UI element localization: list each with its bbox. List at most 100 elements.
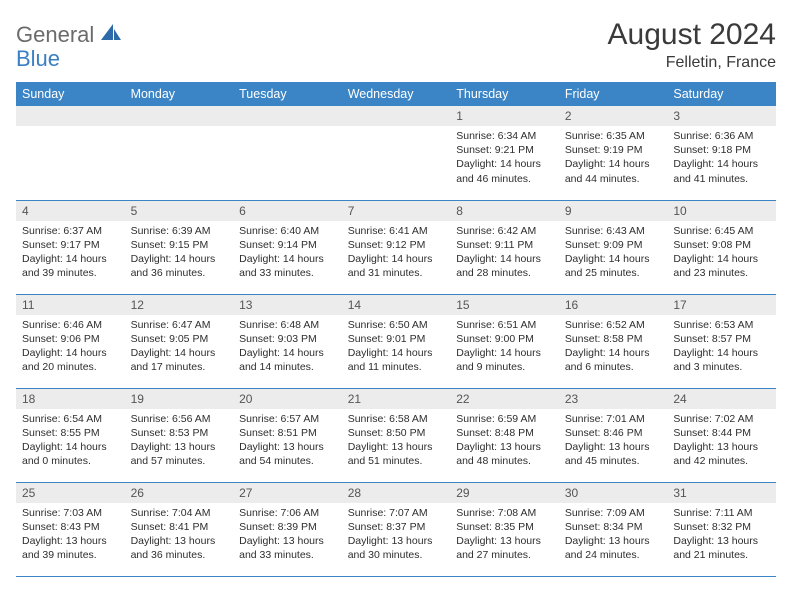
calendar-cell: 18Sunrise: 6:54 AMSunset: 8:55 PMDayligh…	[16, 388, 125, 482]
calendar-cell	[233, 106, 342, 200]
weekday-header: Thursday	[450, 82, 559, 106]
day-number: 15	[450, 295, 559, 315]
day-number: 7	[342, 201, 451, 221]
calendar-row: 25Sunrise: 7:03 AMSunset: 8:43 PMDayligh…	[16, 482, 776, 576]
logo-text-blue: Blue	[16, 46, 60, 71]
day-number: 29	[450, 483, 559, 503]
calendar-cell: 19Sunrise: 6:56 AMSunset: 8:53 PMDayligh…	[125, 388, 234, 482]
day-details: Sunrise: 7:11 AMSunset: 8:32 PMDaylight:…	[667, 503, 776, 567]
day-details: Sunrise: 7:02 AMSunset: 8:44 PMDaylight:…	[667, 409, 776, 473]
calendar-row: 4Sunrise: 6:37 AMSunset: 9:17 PMDaylight…	[16, 200, 776, 294]
day-details: Sunrise: 6:50 AMSunset: 9:01 PMDaylight:…	[342, 315, 451, 379]
calendar-cell: 4Sunrise: 6:37 AMSunset: 9:17 PMDaylight…	[16, 200, 125, 294]
day-number: 31	[667, 483, 776, 503]
day-details: Sunrise: 6:53 AMSunset: 8:57 PMDaylight:…	[667, 315, 776, 379]
calendar-cell: 17Sunrise: 6:53 AMSunset: 8:57 PMDayligh…	[667, 294, 776, 388]
calendar-cell: 10Sunrise: 6:45 AMSunset: 9:08 PMDayligh…	[667, 200, 776, 294]
logo: General Blue	[16, 18, 121, 71]
calendar-cell: 22Sunrise: 6:59 AMSunset: 8:48 PMDayligh…	[450, 388, 559, 482]
calendar-cell: 26Sunrise: 7:04 AMSunset: 8:41 PMDayligh…	[125, 482, 234, 576]
day-details: Sunrise: 7:09 AMSunset: 8:34 PMDaylight:…	[559, 503, 668, 567]
day-number: 19	[125, 389, 234, 409]
day-number: 11	[16, 295, 125, 315]
day-details: Sunrise: 6:41 AMSunset: 9:12 PMDaylight:…	[342, 221, 451, 285]
calendar-cell: 29Sunrise: 7:08 AMSunset: 8:35 PMDayligh…	[450, 482, 559, 576]
calendar-cell: 24Sunrise: 7:02 AMSunset: 8:44 PMDayligh…	[667, 388, 776, 482]
day-details: Sunrise: 6:37 AMSunset: 9:17 PMDaylight:…	[16, 221, 125, 285]
day-number: 9	[559, 201, 668, 221]
calendar-cell: 20Sunrise: 6:57 AMSunset: 8:51 PMDayligh…	[233, 388, 342, 482]
calendar-cell: 25Sunrise: 7:03 AMSunset: 8:43 PMDayligh…	[16, 482, 125, 576]
weekday-header-row: Sunday Monday Tuesday Wednesday Thursday…	[16, 82, 776, 106]
logo-text-general: General	[16, 22, 94, 47]
day-details: Sunrise: 6:48 AMSunset: 9:03 PMDaylight:…	[233, 315, 342, 379]
day-number: 27	[233, 483, 342, 503]
weekday-header: Tuesday	[233, 82, 342, 106]
calendar-cell: 16Sunrise: 6:52 AMSunset: 8:58 PMDayligh…	[559, 294, 668, 388]
day-number: 1	[450, 106, 559, 126]
day-number: 21	[342, 389, 451, 409]
calendar-cell: 5Sunrise: 6:39 AMSunset: 9:15 PMDaylight…	[125, 200, 234, 294]
day-number: 10	[667, 201, 776, 221]
calendar-cell: 13Sunrise: 6:48 AMSunset: 9:03 PMDayligh…	[233, 294, 342, 388]
calendar-cell: 12Sunrise: 6:47 AMSunset: 9:05 PMDayligh…	[125, 294, 234, 388]
day-number: 28	[342, 483, 451, 503]
calendar-cell: 6Sunrise: 6:40 AMSunset: 9:14 PMDaylight…	[233, 200, 342, 294]
day-number: 3	[667, 106, 776, 126]
day-number: 30	[559, 483, 668, 503]
day-number: 22	[450, 389, 559, 409]
day-details: Sunrise: 6:42 AMSunset: 9:11 PMDaylight:…	[450, 221, 559, 285]
weekday-header: Friday	[559, 82, 668, 106]
day-details: Sunrise: 6:45 AMSunset: 9:08 PMDaylight:…	[667, 221, 776, 285]
day-details: Sunrise: 6:47 AMSunset: 9:05 PMDaylight:…	[125, 315, 234, 379]
calendar-cell: 3Sunrise: 6:36 AMSunset: 9:18 PMDaylight…	[667, 106, 776, 200]
day-details: Sunrise: 6:51 AMSunset: 9:00 PMDaylight:…	[450, 315, 559, 379]
day-details: Sunrise: 6:46 AMSunset: 9:06 PMDaylight:…	[16, 315, 125, 379]
calendar-cell: 2Sunrise: 6:35 AMSunset: 9:19 PMDaylight…	[559, 106, 668, 200]
day-details: Sunrise: 6:34 AMSunset: 9:21 PMDaylight:…	[450, 126, 559, 190]
calendar-cell: 28Sunrise: 7:07 AMSunset: 8:37 PMDayligh…	[342, 482, 451, 576]
day-details: Sunrise: 6:40 AMSunset: 9:14 PMDaylight:…	[233, 221, 342, 285]
day-number: 4	[16, 201, 125, 221]
day-details: Sunrise: 6:59 AMSunset: 8:48 PMDaylight:…	[450, 409, 559, 473]
header: General Blue August 2024 Felletin, Franc…	[16, 18, 776, 72]
calendar-cell: 31Sunrise: 7:11 AMSunset: 8:32 PMDayligh…	[667, 482, 776, 576]
day-number: 2	[559, 106, 668, 126]
day-details: Sunrise: 6:52 AMSunset: 8:58 PMDaylight:…	[559, 315, 668, 379]
day-details: Sunrise: 7:07 AMSunset: 8:37 PMDaylight:…	[342, 503, 451, 567]
calendar-cell	[342, 106, 451, 200]
calendar-cell: 1Sunrise: 6:34 AMSunset: 9:21 PMDaylight…	[450, 106, 559, 200]
calendar-cell: 9Sunrise: 6:43 AMSunset: 9:09 PMDaylight…	[559, 200, 668, 294]
calendar-cell	[125, 106, 234, 200]
day-number: 24	[667, 389, 776, 409]
calendar-cell: 7Sunrise: 6:41 AMSunset: 9:12 PMDaylight…	[342, 200, 451, 294]
calendar-cell: 14Sunrise: 6:50 AMSunset: 9:01 PMDayligh…	[342, 294, 451, 388]
day-details: Sunrise: 6:35 AMSunset: 9:19 PMDaylight:…	[559, 126, 668, 190]
day-details: Sunrise: 6:43 AMSunset: 9:09 PMDaylight:…	[559, 221, 668, 285]
page-subtitle: Felletin, France	[608, 54, 776, 72]
day-details: Sunrise: 7:01 AMSunset: 8:46 PMDaylight:…	[559, 409, 668, 473]
weekday-header: Monday	[125, 82, 234, 106]
day-details: Sunrise: 6:58 AMSunset: 8:50 PMDaylight:…	[342, 409, 451, 473]
day-number: 20	[233, 389, 342, 409]
day-number: 25	[16, 483, 125, 503]
calendar-row: 1Sunrise: 6:34 AMSunset: 9:21 PMDaylight…	[16, 106, 776, 200]
calendar-cell: 21Sunrise: 6:58 AMSunset: 8:50 PMDayligh…	[342, 388, 451, 482]
weekday-header: Saturday	[667, 82, 776, 106]
day-details: Sunrise: 7:04 AMSunset: 8:41 PMDaylight:…	[125, 503, 234, 567]
day-number: 6	[233, 201, 342, 221]
weekday-header: Sunday	[16, 82, 125, 106]
day-details: Sunrise: 6:56 AMSunset: 8:53 PMDaylight:…	[125, 409, 234, 473]
day-details: Sunrise: 7:03 AMSunset: 8:43 PMDaylight:…	[16, 503, 125, 567]
calendar-cell: 15Sunrise: 6:51 AMSunset: 9:00 PMDayligh…	[450, 294, 559, 388]
day-number: 17	[667, 295, 776, 315]
page-title: August 2024	[608, 18, 776, 52]
calendar-row: 18Sunrise: 6:54 AMSunset: 8:55 PMDayligh…	[16, 388, 776, 482]
day-details: Sunrise: 6:39 AMSunset: 9:15 PMDaylight:…	[125, 221, 234, 285]
day-number: 8	[450, 201, 559, 221]
day-details: Sunrise: 6:54 AMSunset: 8:55 PMDaylight:…	[16, 409, 125, 473]
day-details: Sunrise: 7:06 AMSunset: 8:39 PMDaylight:…	[233, 503, 342, 567]
calendar-cell	[16, 106, 125, 200]
day-number: 14	[342, 295, 451, 315]
logo-sail-icon	[101, 24, 121, 47]
